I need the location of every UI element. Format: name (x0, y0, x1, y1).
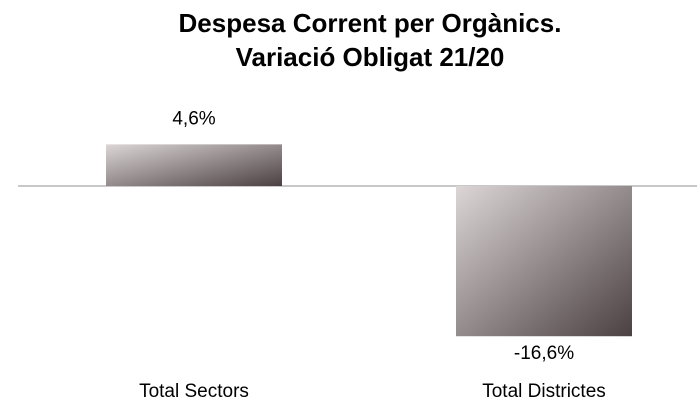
data-label: -16,6% (514, 343, 574, 364)
x-tick-label: Total Sectors (139, 381, 249, 402)
bar (106, 144, 282, 186)
chart-title: Despesa Corrent per Orgànics. Variació O… (178, 8, 562, 72)
x-tick-label: Total Districtes (482, 381, 606, 402)
bar (456, 186, 632, 337)
data-label: 4,6% (172, 108, 215, 129)
